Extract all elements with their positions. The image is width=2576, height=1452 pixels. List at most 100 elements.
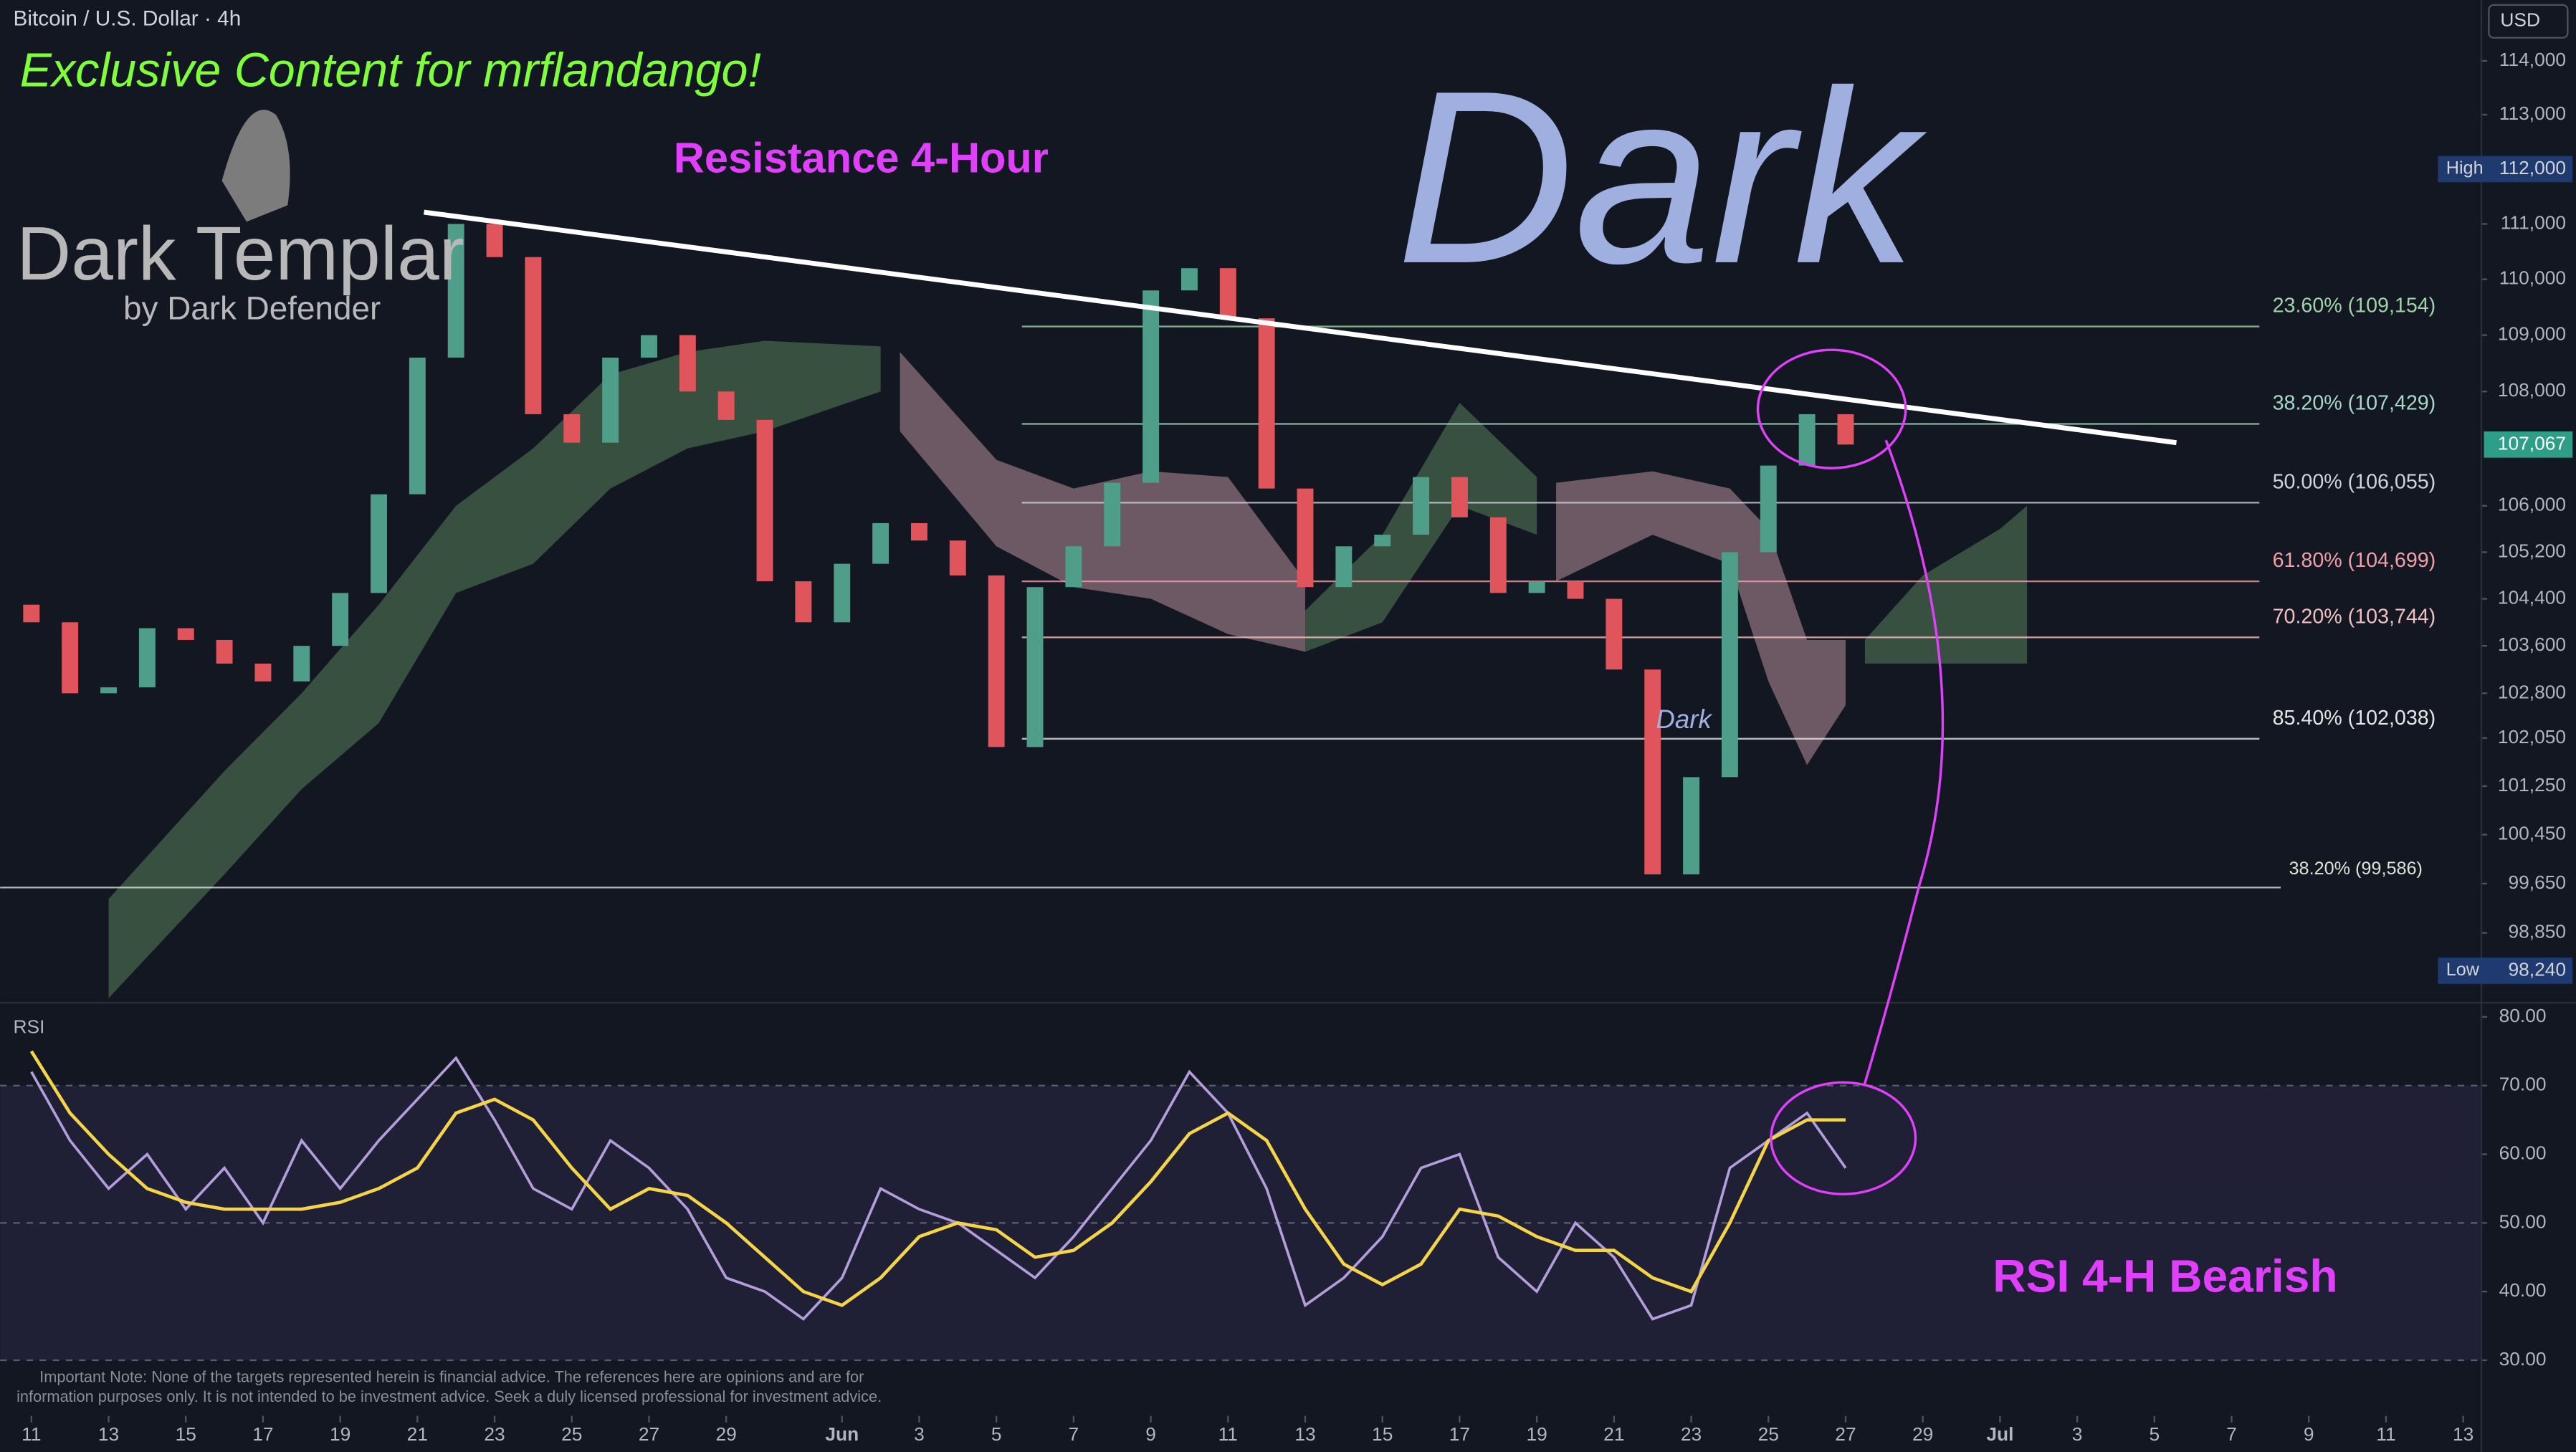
x-tick-label: 23 bbox=[484, 1423, 505, 1445]
candle-body bbox=[1413, 477, 1430, 535]
x-tick-label: 15 bbox=[1372, 1423, 1393, 1445]
currency[interactable]: USD bbox=[2500, 9, 2540, 31]
currency-box[interactable] bbox=[2488, 4, 2569, 39]
last-price: 107,067 bbox=[2498, 432, 2566, 454]
y-tick-label: 99,650 bbox=[2508, 871, 2566, 893]
x-tick-label: 17 bbox=[252, 1423, 273, 1445]
fib-label: 70.20% (103,744) bbox=[2273, 605, 2436, 628]
highlight-circle bbox=[1756, 348, 1907, 469]
candle-body bbox=[1374, 535, 1391, 547]
candle-body bbox=[834, 563, 851, 623]
y-tick-label: 100,450 bbox=[2498, 823, 2566, 844]
y-tick-label: 114,000 bbox=[2499, 49, 2566, 70]
candle-body bbox=[1798, 414, 1816, 466]
x-tick-label: 29 bbox=[1912, 1423, 1933, 1445]
x-tick-label: 25 bbox=[1758, 1423, 1779, 1445]
x-tick-label: 15 bbox=[176, 1423, 196, 1445]
candle-body bbox=[332, 593, 349, 646]
y-tick-label: 102,050 bbox=[2498, 726, 2566, 748]
candle-body bbox=[795, 581, 812, 623]
candle-body bbox=[911, 522, 927, 541]
candle-body bbox=[254, 663, 272, 682]
x-tick-label: 11 bbox=[1218, 1423, 1238, 1445]
symbol-title: Bitcoin / U.S. Dollar · 4h bbox=[14, 6, 242, 30]
y-tick-label: 105,200 bbox=[2498, 540, 2566, 561]
candle-body bbox=[100, 687, 117, 694]
y-tick-label: 104,400 bbox=[2498, 586, 2566, 608]
high-value: 112,000 bbox=[2499, 157, 2566, 178]
candle-body bbox=[1721, 552, 1738, 778]
candle-body bbox=[602, 357, 619, 443]
candle-body bbox=[756, 419, 773, 582]
candle-body bbox=[1180, 268, 1198, 291]
candle-body bbox=[23, 604, 40, 623]
x-tick-label: 13 bbox=[1294, 1423, 1315, 1445]
disclaimer: information purposes only. It is not int… bbox=[16, 1387, 882, 1405]
low-badge bbox=[2438, 957, 2573, 984]
rsi-title: RSI bbox=[14, 1016, 45, 1038]
x-tick-label: 9 bbox=[1145, 1423, 1156, 1445]
y-tick-label: 102,800 bbox=[2498, 681, 2566, 702]
x-tick-label: 5 bbox=[991, 1423, 1002, 1445]
candle-body bbox=[216, 639, 233, 664]
x-tick-label: 27 bbox=[639, 1423, 659, 1445]
candle-body bbox=[1219, 268, 1236, 319]
candle-body bbox=[371, 494, 387, 593]
candle-body bbox=[1142, 290, 1160, 483]
high-badge bbox=[2438, 156, 2573, 183]
candle-body bbox=[1837, 414, 1854, 445]
candle-body bbox=[1026, 587, 1044, 748]
candle-body bbox=[62, 622, 79, 694]
candle-body bbox=[872, 522, 889, 564]
fib-label: 38.20% (107,429) bbox=[2273, 392, 2436, 415]
x-tick-label: 5 bbox=[2149, 1423, 2160, 1445]
fib-label: 50.00% (106,055) bbox=[2273, 470, 2436, 493]
fib-label: 61.80% (104,699) bbox=[2273, 549, 2436, 572]
y-tick-label: 109,000 bbox=[2498, 323, 2566, 345]
candle-body bbox=[1644, 669, 1661, 875]
price-pane: 23.60% (109,154) 38.20% (107,429) 50.00% (… bbox=[0, 59, 2488, 998]
candle-body bbox=[1065, 546, 1082, 588]
x-tick-label: 7 bbox=[1069, 1423, 1079, 1445]
high-name: High bbox=[2446, 158, 2484, 178]
x-tick-label: 27 bbox=[1835, 1423, 1856, 1445]
candle-body bbox=[1683, 777, 1700, 875]
low-value: 98,240 bbox=[2508, 958, 2566, 980]
exclusive-banner: Exclusive Content for mrflandango! bbox=[20, 44, 761, 97]
x-tick-label: 3 bbox=[2072, 1423, 2083, 1445]
x-tick-label: 21 bbox=[1603, 1423, 1624, 1445]
x-tick-label: 19 bbox=[330, 1423, 350, 1445]
low-name: Low bbox=[2446, 960, 2480, 980]
candle-body bbox=[1528, 581, 1545, 593]
logo-subtitle: by Dark Defender bbox=[123, 290, 381, 326]
fib-label: 38.20% (99,586) bbox=[2289, 859, 2423, 879]
x-tick-label: 23 bbox=[1681, 1423, 1702, 1445]
candle-body bbox=[525, 257, 542, 414]
x-tick-label: Jul bbox=[1986, 1423, 2013, 1445]
x-tick-label: 11 bbox=[22, 1423, 41, 1445]
fib-label: 23.60% (109,154) bbox=[2273, 295, 2436, 317]
trendline bbox=[424, 209, 2177, 446]
cloud bbox=[1864, 505, 2028, 664]
watermark: Dark bbox=[1396, 39, 1928, 315]
candle-body bbox=[988, 575, 1005, 748]
candle-body bbox=[1451, 477, 1468, 517]
candle-body bbox=[1104, 482, 1121, 547]
y-tick-label: 111,000 bbox=[2501, 211, 2566, 233]
y-tick-label: 30.00 bbox=[2499, 1348, 2547, 1370]
logo-helmet bbox=[221, 110, 290, 222]
x-tick-label: 17 bbox=[1449, 1423, 1470, 1445]
y-tick-label: 103,600 bbox=[2498, 634, 2566, 655]
rsi-pane bbox=[0, 1016, 2488, 1423]
logo-title: Dark Templar bbox=[16, 212, 464, 296]
candle-body bbox=[1258, 318, 1275, 489]
candle-body bbox=[717, 391, 735, 420]
rsi-line bbox=[29, 1050, 1846, 1307]
candle-body bbox=[486, 224, 503, 257]
candle-body bbox=[1489, 517, 1507, 593]
fib-label: 85.40% (102,038) bbox=[2273, 707, 2436, 730]
rsi-note: RSI 4-H Bearish bbox=[1993, 1250, 2337, 1301]
y-tick-label: 110,000 bbox=[2499, 267, 2566, 289]
y-tick-label: 40.00 bbox=[2499, 1279, 2547, 1301]
